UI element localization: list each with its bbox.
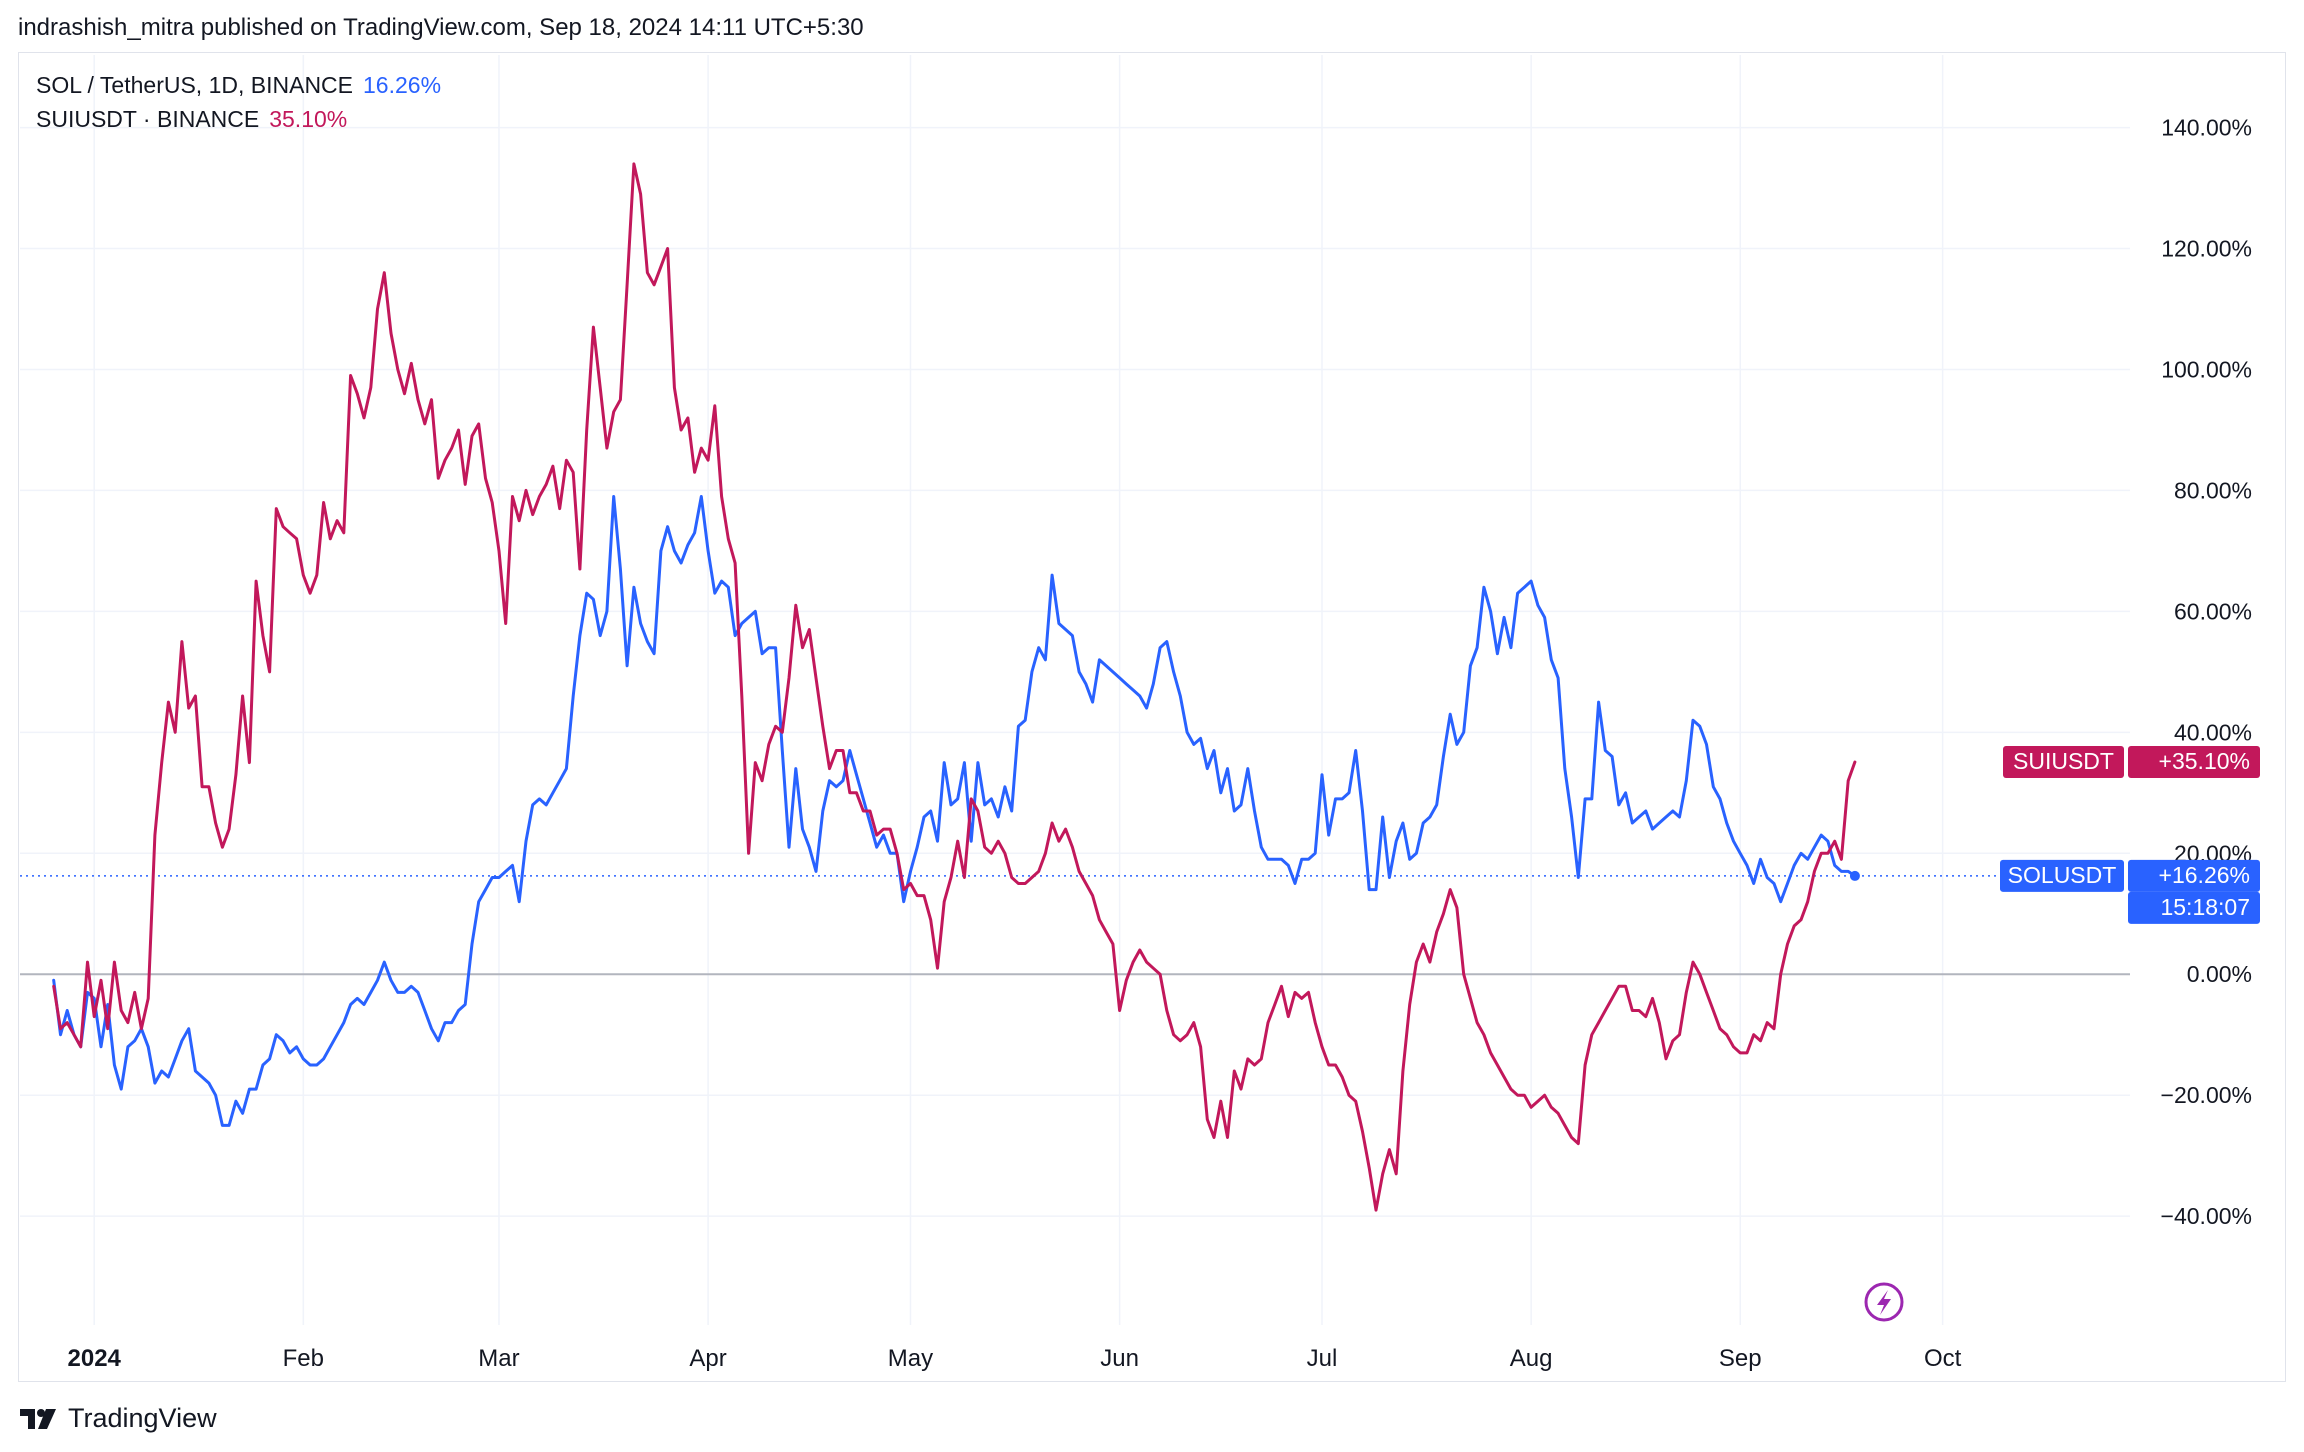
chart-frame[interactable] xyxy=(18,52,2286,1382)
x-tick-label: Sep xyxy=(1719,1345,1762,1372)
x-tick-label: Aug xyxy=(1510,1345,1553,1372)
y-tick-label: 120.00% xyxy=(2161,236,2252,262)
tradingview-logo-icon xyxy=(20,1408,56,1429)
y-tick-label: 40.00% xyxy=(2174,719,2252,745)
sui-value-tag-bg xyxy=(2128,745,2260,778)
sui-name-tag: SUIUSDT xyxy=(2013,748,2114,774)
x-tick-label: Apr xyxy=(689,1345,726,1372)
y-tick-label: 100.00% xyxy=(2161,356,2252,382)
x-tick-label: Feb xyxy=(283,1345,324,1372)
legend-sui-change: 35.10% xyxy=(269,106,348,132)
x-tick-label: Mar xyxy=(478,1345,519,1372)
publish-credit: indrashish_mitra published on TradingVie… xyxy=(18,14,864,41)
sol-value-tag: +16.26% xyxy=(2159,862,2250,888)
legend-sol-change: 16.26% xyxy=(363,72,442,98)
lightning-bolt xyxy=(1877,1290,1891,1315)
legend-sol[interactable]: SOL / TetherUS, 1D, BINANCE 16.26% xyxy=(36,72,441,99)
x-tick-label: Oct xyxy=(1924,1345,1962,1372)
legend-sol-symbol: SOL / TetherUS, 1D, BINANCE xyxy=(36,72,354,98)
y-tick-label: 140.00% xyxy=(2161,115,2252,141)
legend-sui[interactable]: SUIUSDT · BINANCE 35.10% xyxy=(36,106,347,133)
sol-series-line xyxy=(52,495,1857,1127)
x-tick-label: May xyxy=(888,1345,933,1372)
y-tick-label: 80.00% xyxy=(2174,477,2252,503)
sol-name-tag-bg xyxy=(2000,859,2124,892)
x-tick-label: 2024 xyxy=(68,1345,122,1372)
legend-sui-symbol: SUIUSDT · BINANCE xyxy=(36,106,260,132)
y-tick-label: −20.00% xyxy=(2161,1082,2252,1108)
sol-value-tag-bg xyxy=(2128,859,2260,892)
countdown-tag-bg xyxy=(2128,891,2260,924)
y-tick-label: 0.00% xyxy=(2187,961,2252,987)
countdown-tag: 15:18:07 xyxy=(2160,894,2250,920)
sui-value-tag: +35.10% xyxy=(2159,748,2250,774)
sui-series-line xyxy=(52,162,1857,1212)
footer-brand-label: TradingView xyxy=(68,1403,217,1433)
sol-last-point xyxy=(1849,870,1860,881)
sui-name-tag-bg xyxy=(2003,745,2124,778)
sol-name-tag: SOLUSDT xyxy=(2008,862,2117,888)
y-tick-label: −40.00% xyxy=(2161,1203,2252,1229)
footer-brand[interactable]: TradingView xyxy=(20,1403,217,1434)
x-tick-label: Jul xyxy=(1307,1345,1338,1372)
x-tick-label: Jun xyxy=(1100,1345,1139,1372)
y-tick-label: 60.00% xyxy=(2174,598,2252,624)
